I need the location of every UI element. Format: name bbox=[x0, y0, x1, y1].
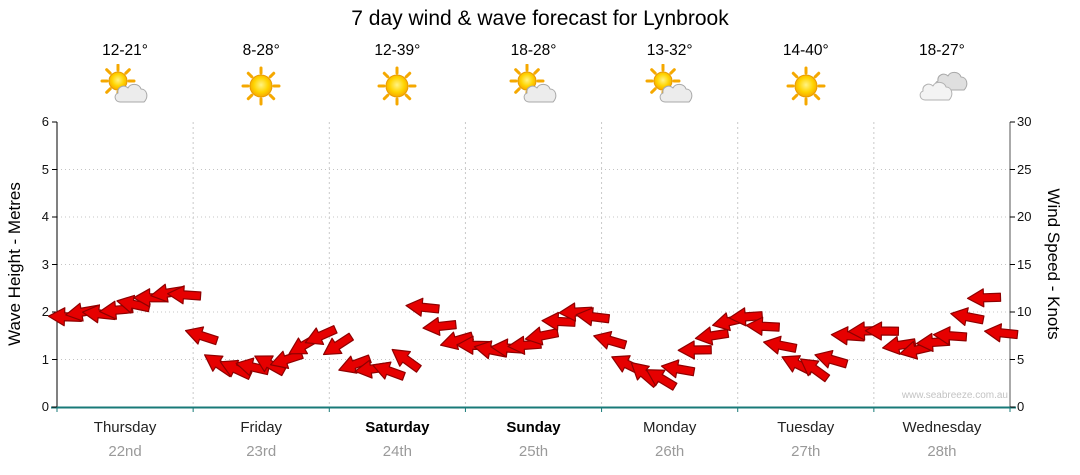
weather-icon-sun-cloud bbox=[645, 63, 692, 103]
wind-arrow bbox=[558, 302, 593, 322]
wind-arrow bbox=[694, 326, 730, 346]
wind-arrow bbox=[983, 323, 1019, 343]
day-date: 22nd bbox=[108, 443, 142, 460]
wind-arrow bbox=[745, 316, 780, 336]
right-axis-tick-label: 30 bbox=[1017, 114, 1032, 129]
wind-arrow bbox=[728, 307, 764, 327]
wind-arrow bbox=[932, 326, 968, 346]
temp-label: 18-27° bbox=[919, 42, 965, 59]
weather-icon-box bbox=[778, 64, 834, 110]
weather-icon-sun bbox=[786, 66, 826, 106]
left-axis-tick-label: 1 bbox=[41, 351, 49, 367]
wind-arrow bbox=[799, 358, 831, 383]
day-name: Tuesday bbox=[777, 419, 835, 436]
right-axis-tick-label: 10 bbox=[1017, 304, 1032, 319]
day-name: Saturday bbox=[365, 419, 430, 436]
right-axis-tick-label: 5 bbox=[1017, 351, 1025, 367]
weather-icon-box bbox=[506, 63, 562, 110]
wind-arrow bbox=[882, 335, 917, 355]
weather-icon-sun bbox=[241, 66, 281, 106]
weather-icon-sun bbox=[377, 66, 417, 106]
day-name: Monday bbox=[642, 419, 697, 436]
wind-arrow bbox=[167, 285, 202, 305]
weather-icon-box bbox=[233, 64, 289, 110]
wind-arrow bbox=[660, 359, 696, 379]
temp-label: 13-32° bbox=[646, 42, 693, 59]
day-date: 25th bbox=[518, 443, 549, 460]
day-name: Sunday bbox=[506, 419, 561, 436]
axes bbox=[51, 121, 1016, 412]
weather-icon-sun-cloud bbox=[100, 63, 148, 103]
day-name: Wednesday bbox=[902, 419, 982, 436]
temp-label: 14-40° bbox=[782, 42, 829, 59]
watermark: www.seabreeze.com.au bbox=[901, 390, 1008, 401]
weather-icon-box bbox=[369, 64, 425, 110]
page-title: 7 day wind & wave forecast for Lynbrook bbox=[351, 7, 729, 30]
wind-arrow bbox=[763, 335, 798, 355]
wind-arrow bbox=[422, 316, 457, 336]
wind-arrow bbox=[864, 321, 900, 341]
temp-label: 8-28° bbox=[242, 42, 280, 59]
wind-arrow bbox=[593, 330, 628, 350]
day-date: 24th bbox=[382, 443, 412, 460]
weather-icon-sun-cloud bbox=[509, 63, 556, 103]
day-date: 27th bbox=[791, 443, 821, 460]
left-axis-tick-label: 2 bbox=[41, 304, 49, 319]
wind-arrow bbox=[677, 340, 712, 360]
wind-arrow bbox=[814, 349, 849, 369]
wind-arrow bbox=[391, 348, 422, 373]
weather-icon-cloud bbox=[919, 71, 968, 101]
wind-arrow bbox=[966, 288, 1002, 308]
wind-arrow bbox=[456, 335, 491, 355]
wind-arrow bbox=[322, 332, 354, 356]
wind-arrow bbox=[405, 297, 440, 317]
day-name: Thursday bbox=[93, 419, 157, 436]
right-axis-tick-label: 20 bbox=[1017, 209, 1032, 224]
wind-arrow bbox=[338, 354, 372, 374]
gridlines bbox=[57, 122, 1010, 407]
left-axis-tick-label: 5 bbox=[41, 161, 49, 177]
day-date: 23rd bbox=[246, 443, 277, 460]
right-axis-tick-label: 25 bbox=[1017, 161, 1032, 177]
right-axis-tick-label: 15 bbox=[1017, 256, 1032, 272]
day-date: 28th bbox=[927, 443, 957, 460]
day-date: 26th bbox=[655, 443, 685, 460]
wind-arrow bbox=[645, 369, 678, 391]
temp-label: 12-21° bbox=[102, 42, 148, 59]
temp-label: 12-39° bbox=[374, 42, 421, 59]
wind-arrow bbox=[304, 325, 338, 346]
wind-arrow bbox=[575, 307, 611, 327]
wind-arrow bbox=[950, 307, 985, 327]
right-axis-tick-label: 0 bbox=[1017, 399, 1025, 414]
wind-arrow bbox=[372, 361, 406, 381]
left-axis-tick-label: 4 bbox=[41, 209, 49, 224]
left-axis-tick-label: 6 bbox=[41, 114, 49, 129]
temp-label: 18-28° bbox=[510, 42, 557, 59]
wind-arrow bbox=[524, 326, 560, 346]
wind-arrows bbox=[47, 283, 1019, 391]
weather-icon-box bbox=[914, 64, 970, 110]
right-axis-title: Wind Speed - Knots bbox=[1044, 188, 1063, 340]
left-axis-tick-label: 3 bbox=[41, 256, 49, 272]
left-axis-tick-label: 0 bbox=[41, 399, 49, 414]
day-name: Friday bbox=[240, 419, 283, 436]
weather-icon-box bbox=[97, 63, 153, 110]
left-axis-title: Wave Height - Metres bbox=[5, 182, 24, 346]
weather-icon-box bbox=[642, 63, 698, 110]
wind-arrow bbox=[184, 326, 219, 346]
